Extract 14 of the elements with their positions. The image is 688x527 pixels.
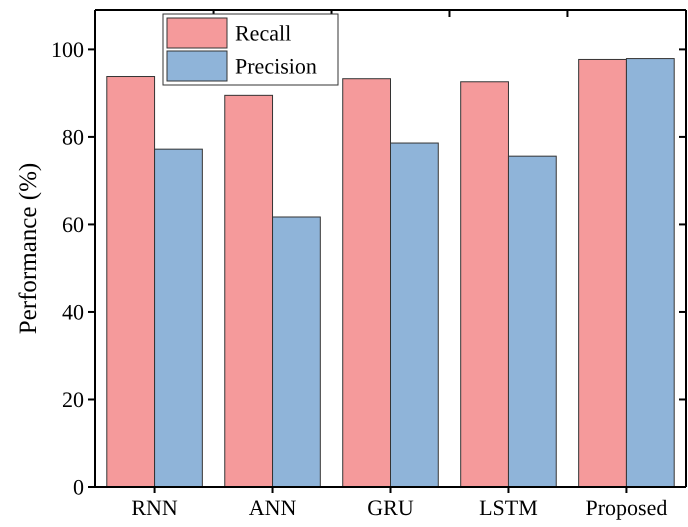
- legend-label: Recall: [235, 20, 292, 46]
- y-tick-label: 0: [73, 474, 84, 500]
- x-tick-label: Proposed: [585, 495, 668, 520]
- y-tick-label: 60: [62, 212, 84, 238]
- y-tick-label: 40: [62, 300, 84, 325]
- x-tick-label: LSTM: [479, 495, 538, 520]
- legend-label: Precision: [235, 54, 317, 79]
- y-tick-label: 80: [62, 124, 84, 150]
- x-tick-label: RNN: [131, 495, 178, 520]
- x-tick-label: ANN: [248, 495, 296, 520]
- y-tick-label: 20: [62, 387, 84, 412]
- y-axis-title: Performance (%): [15, 162, 42, 334]
- x-tick-label: GRU: [367, 495, 414, 520]
- y-tick-label: 100: [51, 37, 84, 62]
